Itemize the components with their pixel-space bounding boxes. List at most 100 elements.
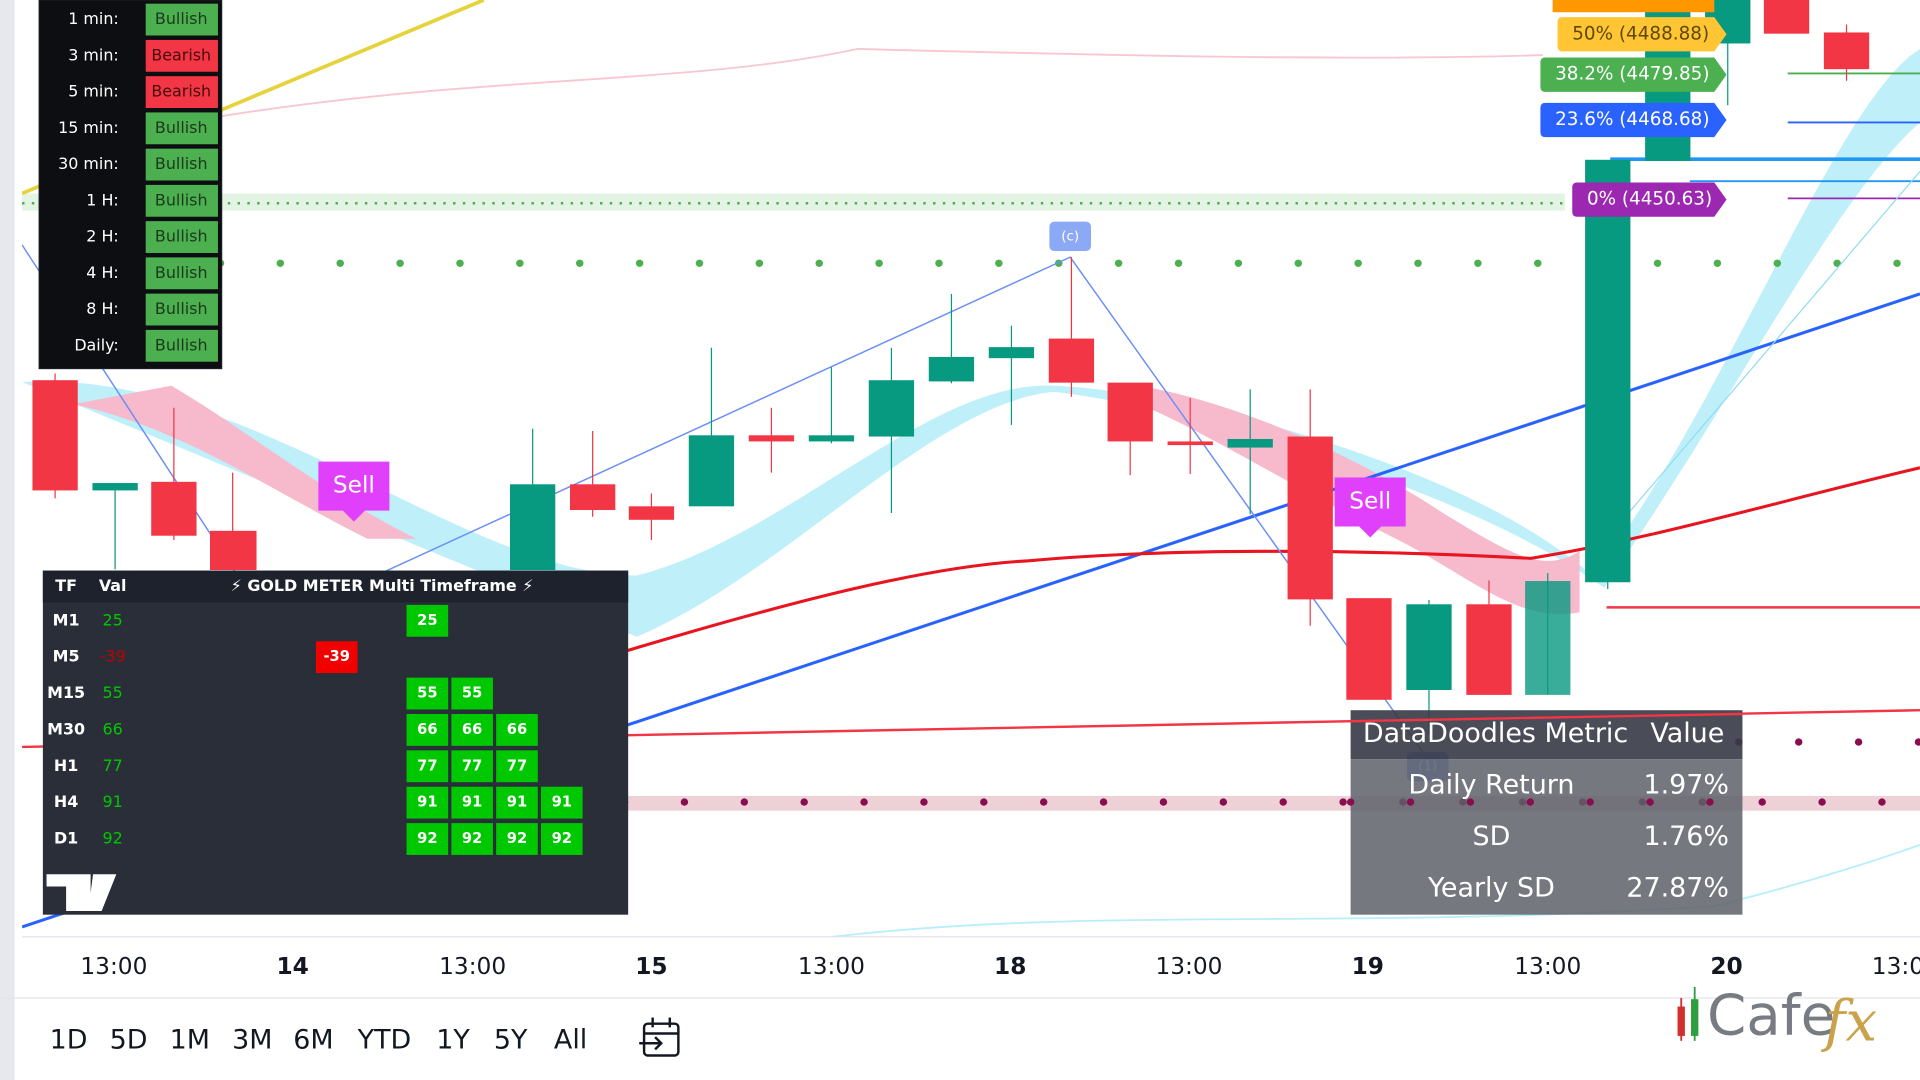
wave-line bbox=[1606, 171, 1920, 540]
gold-meter-tf: M5 bbox=[53, 647, 80, 666]
range-button[interactable]: 5D bbox=[110, 1024, 148, 1055]
trend-tf: 3 min: bbox=[68, 45, 119, 64]
x-tick-label: 19 bbox=[1352, 953, 1384, 980]
signal-label: Sell bbox=[333, 472, 375, 499]
trend-signal: Bullish bbox=[155, 154, 208, 173]
gold-meter-tf: H1 bbox=[54, 756, 78, 775]
gold-meter-cell bbox=[315, 641, 358, 674]
gold-meter-header bbox=[42, 570, 629, 603]
trend-signal-cell bbox=[145, 329, 218, 362]
gold-meter-tf: M30 bbox=[47, 719, 85, 738]
stats-header-metric: DataDoodles Metric bbox=[1363, 718, 1628, 749]
logo: Cafe fx bbox=[1677, 983, 1877, 1055]
x-tick-label: 14 bbox=[276, 953, 308, 980]
trend-signal: Bullish bbox=[155, 263, 208, 282]
gold-meter-cell bbox=[406, 750, 449, 783]
trend-tf: 5 min: bbox=[68, 82, 119, 101]
gold-meter-cell bbox=[406, 677, 449, 710]
trend-signal-cell bbox=[145, 76, 218, 108]
trend-signal-cell bbox=[145, 293, 218, 326]
trend-tf: 1 H: bbox=[86, 190, 119, 209]
trend-tf: Daily: bbox=[74, 335, 118, 354]
date-range-icon[interactable] bbox=[639, 1017, 680, 1057]
logo-text: Cafe bbox=[1707, 983, 1835, 1048]
gold-meter-val: 77 bbox=[103, 756, 123, 775]
range-button[interactable]: 1D bbox=[50, 1024, 88, 1055]
x-tick-label: 13:00 bbox=[1872, 953, 1920, 980]
trend-signal: Bullish bbox=[155, 227, 208, 246]
gold-meter-cell-value: 77 bbox=[462, 757, 482, 774]
trend-signal: Bearish bbox=[151, 45, 211, 64]
x-tick-label: 20 bbox=[1710, 953, 1742, 980]
range-button[interactable]: 1Y bbox=[436, 1024, 470, 1055]
gold-meter-cell bbox=[451, 750, 493, 783]
range-button[interactable]: 6M bbox=[293, 1024, 333, 1055]
trend-signal-cell bbox=[145, 148, 218, 181]
x-tick-label: 13:00 bbox=[439, 953, 506, 980]
gold-meter-val: 25 bbox=[103, 610, 123, 629]
stats-value: 1.97% bbox=[1643, 770, 1729, 801]
trend-tf: 15 min: bbox=[58, 118, 119, 137]
range-button[interactable]: 1M bbox=[170, 1024, 210, 1055]
fib-tag bbox=[1557, 17, 1727, 52]
gold-meter-cell bbox=[496, 714, 538, 746]
range-button[interactable]: YTD bbox=[357, 1024, 412, 1055]
tradingview-logo bbox=[46, 874, 117, 912]
gold-meter-cell bbox=[406, 714, 449, 746]
trend-signal-cell bbox=[145, 3, 218, 36]
gold-meter-cell bbox=[451, 677, 493, 710]
gold-meter-val: 92 bbox=[103, 829, 123, 848]
range-button[interactable]: 3M bbox=[232, 1024, 272, 1055]
range-toolbar: 1D 5D 1M 3M 6M YTD 1Y 5Y All bbox=[50, 1024, 588, 1055]
trend-signal-cell bbox=[145, 112, 218, 145]
x-axis: 13:00 14 13:00 15 13:00 18 13:00 19 13:00 20 13:00 bbox=[80, 953, 1920, 980]
gold-meter-cell-value: 66 bbox=[417, 721, 437, 738]
gold-meter-tf: M1 bbox=[53, 610, 80, 629]
fib-label: 23.6% (4468.68) bbox=[1555, 109, 1709, 130]
x-tick-label: 18 bbox=[994, 953, 1026, 980]
fib-tag bbox=[1552, 0, 1715, 13]
gold-meter-cell-value: 25 bbox=[417, 612, 437, 629]
envelope-line bbox=[220, 48, 1543, 118]
gold-meter-cell-value: 77 bbox=[417, 757, 437, 774]
gold-meter-val: 66 bbox=[103, 719, 123, 738]
gold-meter-val: 91 bbox=[103, 792, 123, 811]
gold-meter-cell bbox=[540, 786, 583, 819]
level-zone bbox=[22, 193, 1565, 211]
trend-tf: 2 H: bbox=[86, 227, 119, 246]
trend-signal: Bullish bbox=[155, 9, 208, 28]
x-tick-label: 13:00 bbox=[1155, 953, 1222, 980]
range-button[interactable]: 5Y bbox=[494, 1024, 528, 1055]
trend-tf: 8 H: bbox=[86, 299, 119, 318]
moving-average bbox=[624, 466, 1920, 653]
gold-meter-val: -39 bbox=[100, 647, 126, 666]
logo-accent: fx bbox=[1820, 990, 1877, 1055]
gold-meter-cell-value: 66 bbox=[507, 721, 527, 738]
stats-metric: Yearly SD bbox=[1427, 872, 1555, 903]
trend-signal: Bullish bbox=[155, 190, 208, 209]
trend-tf: 1 min: bbox=[68, 9, 119, 28]
trend-tf: 4 H: bbox=[86, 263, 119, 282]
left-border bbox=[0, 0, 15, 1080]
range-button[interactable]: All bbox=[554, 1024, 587, 1055]
envelope-line bbox=[832, 844, 1920, 937]
x-tick-label: 13:00 bbox=[798, 953, 865, 980]
fib-label: 50% (4488.88) bbox=[1572, 23, 1709, 44]
fib-label: 38.2% (4479.85) bbox=[1555, 64, 1709, 85]
stats-metric: Daily Return bbox=[1408, 770, 1574, 801]
gold-meter-cell bbox=[451, 714, 493, 746]
gold-meter-cell bbox=[406, 786, 449, 819]
trend-signal-cell bbox=[145, 39, 218, 72]
trend-signal: Bullish bbox=[155, 335, 208, 354]
signal-label: Sell bbox=[1349, 488, 1391, 515]
gold-meter-cell bbox=[496, 750, 538, 783]
gold-meter-tf: H4 bbox=[54, 792, 78, 811]
fib-tag bbox=[1572, 182, 1727, 217]
gold-meter-cell bbox=[451, 823, 493, 855]
gold-meter-cell-value: 92 bbox=[507, 830, 527, 847]
stats-metric: SD bbox=[1473, 821, 1511, 852]
trend-line-overlay bbox=[1350, 712, 1743, 723]
trend-signal: Bullish bbox=[155, 299, 208, 318]
gold-meter-cell-value: 55 bbox=[462, 685, 482, 702]
